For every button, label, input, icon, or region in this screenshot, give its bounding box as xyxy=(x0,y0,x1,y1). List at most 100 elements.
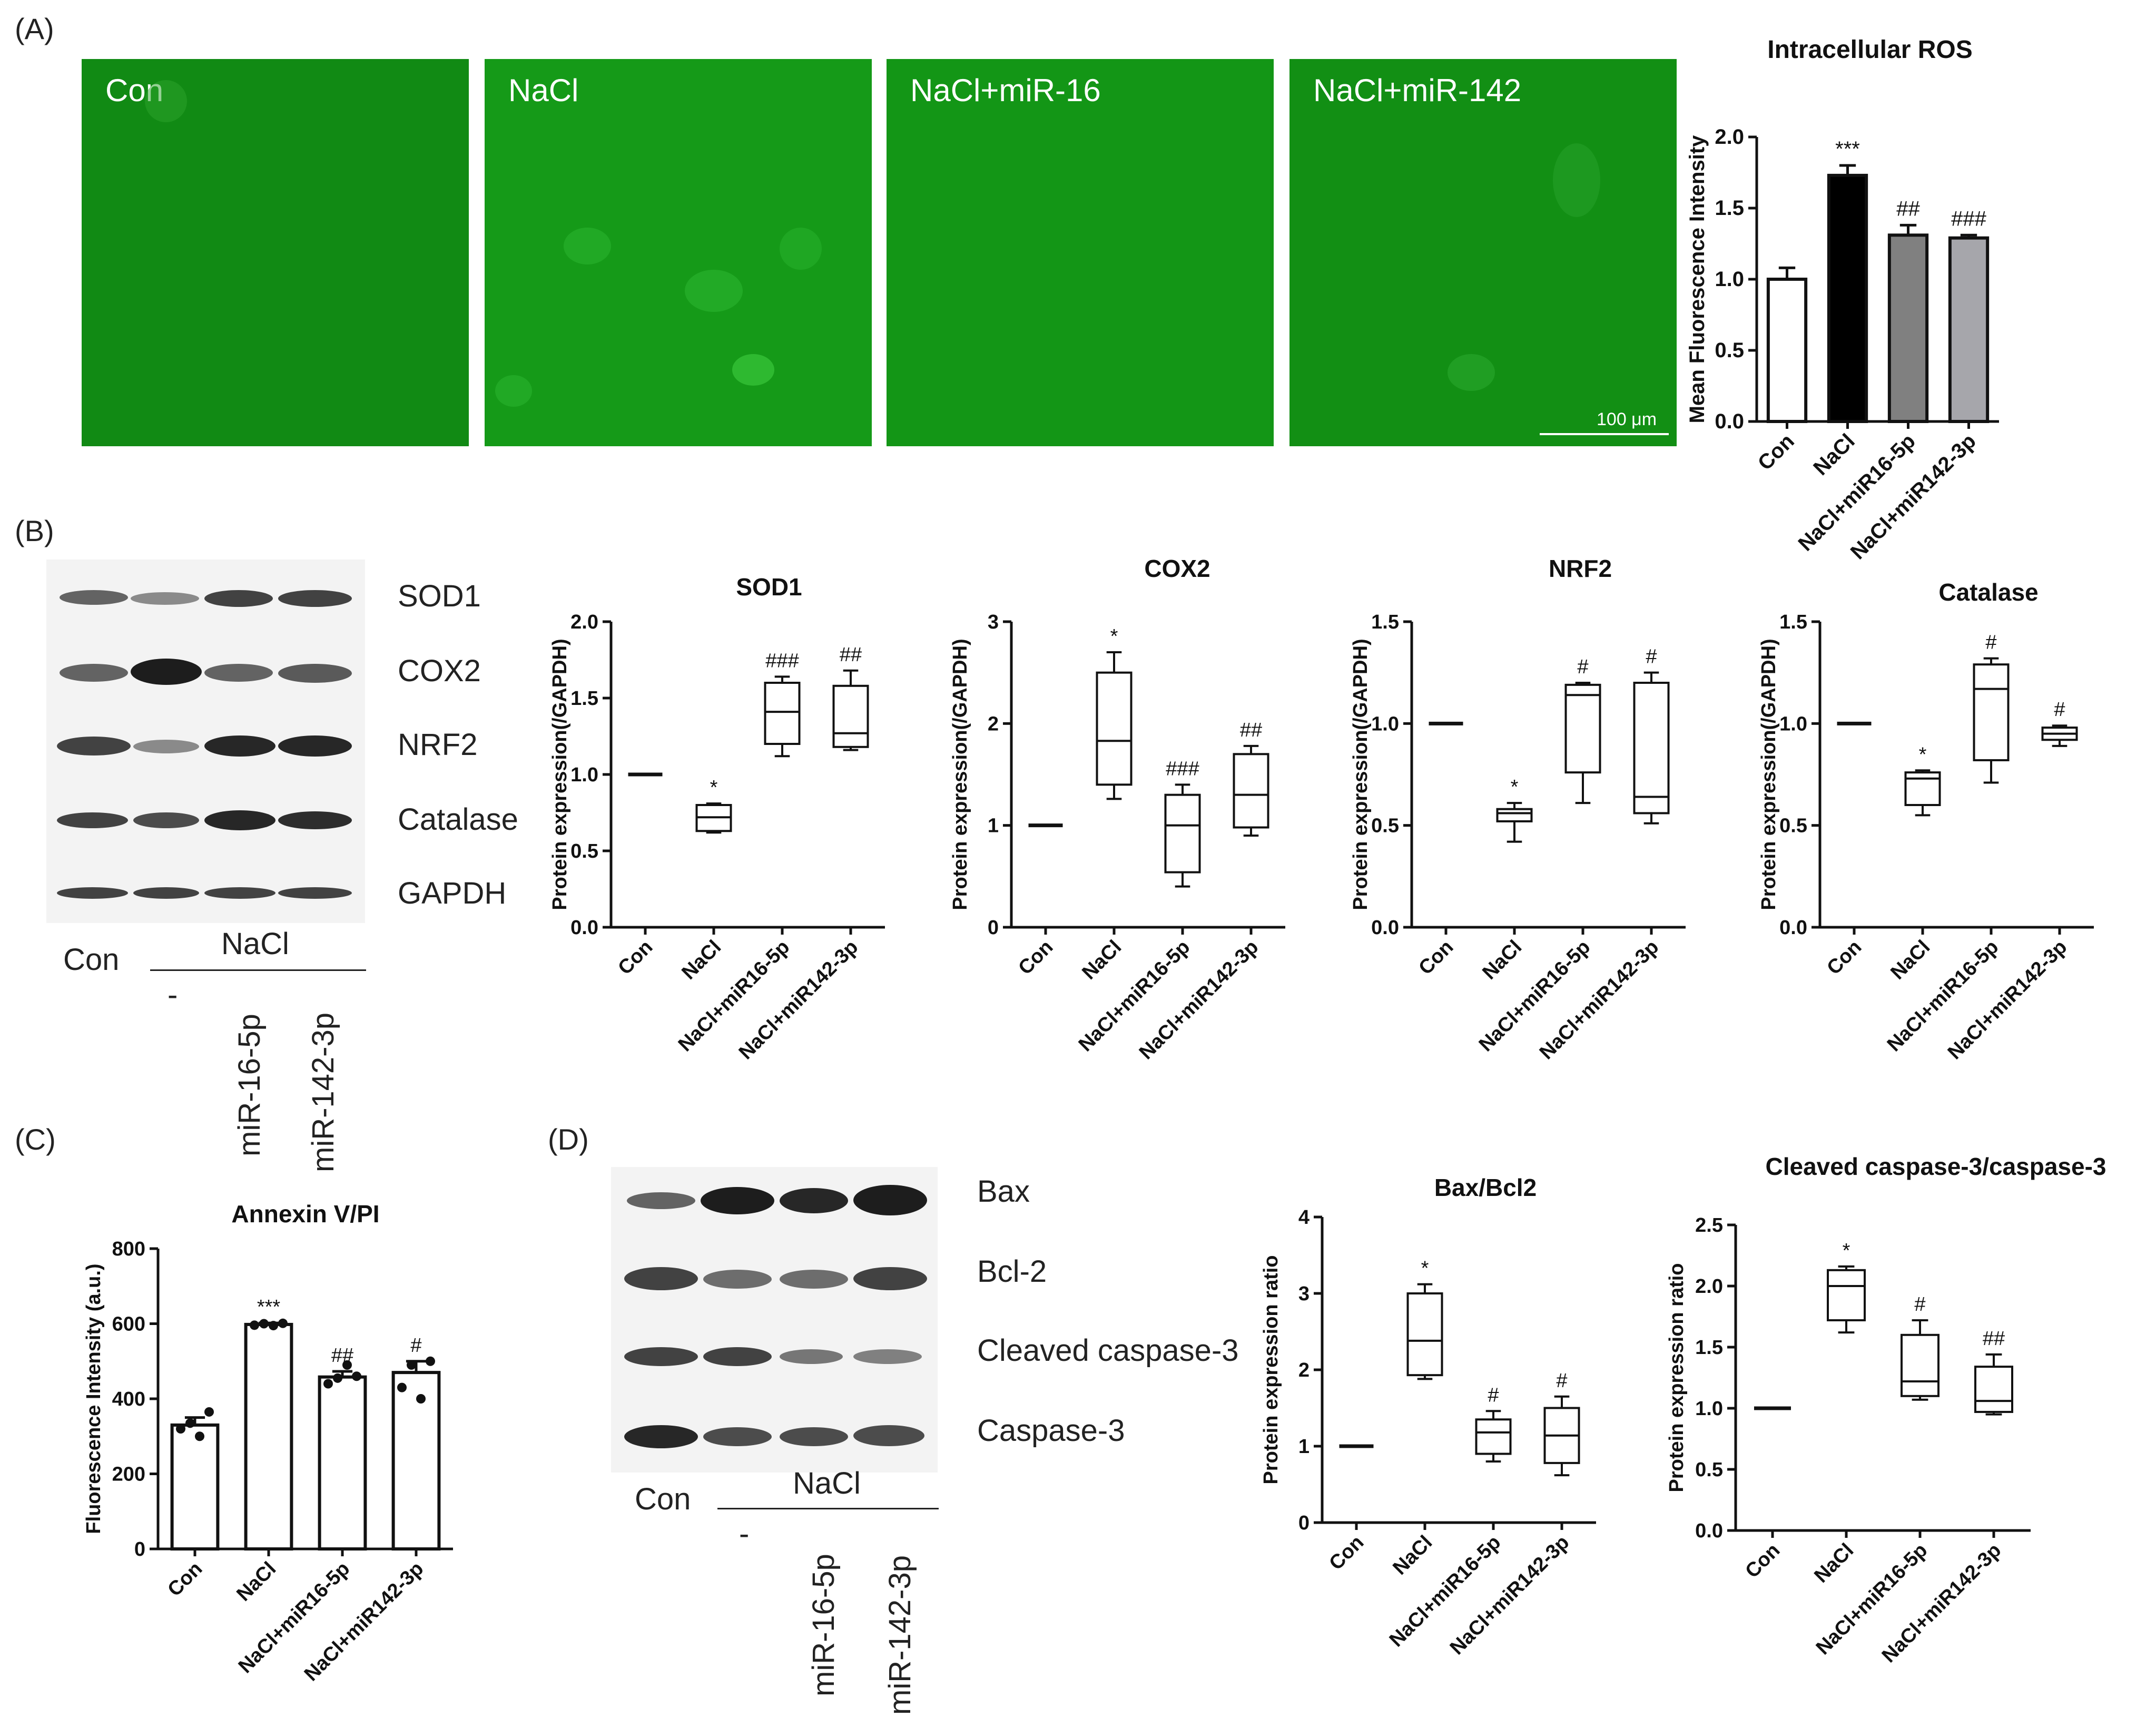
y-tick-label: 1.5 xyxy=(1695,1337,1723,1359)
y-tick-label: 0 xyxy=(988,917,999,939)
chart-bax-bcl2: Bax/Bcl2 0 1 2 3 4 Protein expression ratio Con… xyxy=(1260,1174,1596,1660)
significance-label: ### xyxy=(1166,758,1199,780)
y-tick-label: 0.5 xyxy=(570,840,598,862)
significance-label: # xyxy=(1488,1384,1499,1406)
blot-band xyxy=(703,1427,772,1446)
blot-band xyxy=(278,735,352,757)
significance-label: * xyxy=(1843,1240,1850,1262)
blot-band xyxy=(627,1192,695,1209)
significance-label: ## xyxy=(1896,197,1920,220)
blot-row-label: Bcl-2 xyxy=(977,1254,1047,1289)
data-point xyxy=(407,1360,416,1370)
significance-label: # xyxy=(1985,632,1996,654)
blot-row-label: Cleaved caspase-3 xyxy=(977,1333,1239,1368)
chart-sod1: SOD1 0.0 0.5 1.0 1.5 2.0 Protein expression(/G… xyxy=(549,573,885,1064)
blot-band xyxy=(780,1427,848,1446)
box xyxy=(1904,771,1941,806)
data-point xyxy=(185,1418,195,1428)
blot-row-label: NRF2 xyxy=(398,728,478,762)
x-tick-label: Con xyxy=(1414,936,1458,979)
y-axis-label: Protein expression(/GAPDH) xyxy=(949,639,971,910)
chart-title: SOD1 xyxy=(736,573,802,601)
blot-row-label: Bax xyxy=(977,1174,1030,1209)
blot-row-label: SOD1 xyxy=(398,579,481,613)
blot-band xyxy=(780,1349,843,1364)
blot-band xyxy=(703,1347,772,1366)
y-tick-label: 3 xyxy=(1298,1283,1310,1305)
blot-band xyxy=(278,887,352,899)
significance-label: * xyxy=(1919,743,1927,766)
box xyxy=(1901,1333,1940,1397)
y-axis-label: Protein expression(/GAPDH) xyxy=(549,639,571,910)
y-tick-label: 2.5 xyxy=(1695,1214,1723,1237)
x-tick-label: Con xyxy=(1325,1532,1368,1575)
blot-band xyxy=(853,1185,927,1215)
x-tick-label: NaCl xyxy=(1810,1539,1858,1587)
significance-label: * xyxy=(1110,625,1118,647)
x-tick-label: NaCl+miR142-3p xyxy=(1446,1532,1574,1660)
scale-bar xyxy=(1540,433,1669,435)
blot-band xyxy=(204,664,273,682)
panel-letter-d: (D) xyxy=(548,1123,589,1156)
micrograph-con: Con xyxy=(82,59,469,446)
data-point xyxy=(278,1318,288,1328)
significance-label: # xyxy=(1556,1370,1567,1392)
blot-band xyxy=(57,737,131,755)
blot-band xyxy=(133,887,199,899)
nacl-underline xyxy=(717,1508,939,1509)
box xyxy=(1406,1292,1443,1377)
blot-row-label: GAPDH xyxy=(398,876,507,910)
bar xyxy=(170,1423,220,1551)
blot-band xyxy=(131,592,199,605)
lane-label-con: Con xyxy=(63,943,120,977)
y-tick-label: 1.5 xyxy=(1715,197,1744,220)
y-axis-label: Protein expression ratio xyxy=(1666,1263,1688,1492)
lane-label-mir142: miR-142-3p xyxy=(306,1013,340,1172)
micrograph-label: NaCl xyxy=(508,73,579,108)
box xyxy=(1827,1269,1866,1321)
blot-band xyxy=(133,740,199,753)
chart-catalase: Catalase 0.0 0.5 1.0 1.5 Protein expression(/… xyxy=(1758,578,2094,1064)
box xyxy=(1564,683,1601,774)
x-tick-label: Con xyxy=(1754,429,1799,475)
significance-label: ## xyxy=(331,1345,353,1367)
y-axis-label: Protein expression ratio xyxy=(1260,1255,1282,1484)
box xyxy=(764,682,801,745)
significance-label: ## xyxy=(1983,1328,2005,1350)
box xyxy=(1164,793,1201,874)
y-tick-label: 0.0 xyxy=(1715,410,1744,433)
blot-band xyxy=(60,664,128,682)
x-tick-label: NaCl xyxy=(1809,429,1859,480)
significance-label: *** xyxy=(1835,138,1860,161)
y-tick-label: 1.5 xyxy=(1371,611,1399,633)
y-tick-label: 0 xyxy=(1298,1512,1310,1534)
chart-title: Intracellular ROS xyxy=(1767,36,1972,64)
y-tick-label: 600 xyxy=(112,1313,145,1336)
y-tick-label: 2.0 xyxy=(570,611,598,633)
data-point xyxy=(416,1394,426,1404)
data-point xyxy=(259,1319,269,1329)
blot-band xyxy=(57,812,128,828)
x-tick-label: NaCl+miR142-3p xyxy=(1535,936,1663,1064)
data-point xyxy=(342,1360,352,1370)
data-point xyxy=(250,1320,259,1330)
data-point xyxy=(195,1431,204,1441)
y-tick-label: 0.5 xyxy=(1371,815,1399,837)
x-tick-label: Con xyxy=(1014,936,1057,979)
box xyxy=(1233,753,1269,829)
lane-label-nacl: NaCl xyxy=(221,927,289,961)
y-axis-label: Protein expression(/GAPDH) xyxy=(1758,639,1780,910)
blot-band xyxy=(701,1187,774,1214)
cell-glow xyxy=(564,228,611,264)
y-axis-label: Protein expression(/GAPDH) xyxy=(1350,639,1372,910)
lane-label-nacl: NaCl xyxy=(793,1466,861,1500)
data-point xyxy=(176,1424,185,1434)
bar xyxy=(1827,173,1868,423)
data-point xyxy=(269,1321,278,1331)
y-tick-label: 400 xyxy=(112,1388,145,1410)
bar xyxy=(391,1371,441,1551)
lane-label-mir142: miR-142-3p xyxy=(883,1555,917,1715)
cell-glow xyxy=(780,228,822,270)
y-tick-label: 0.5 xyxy=(1715,339,1744,362)
